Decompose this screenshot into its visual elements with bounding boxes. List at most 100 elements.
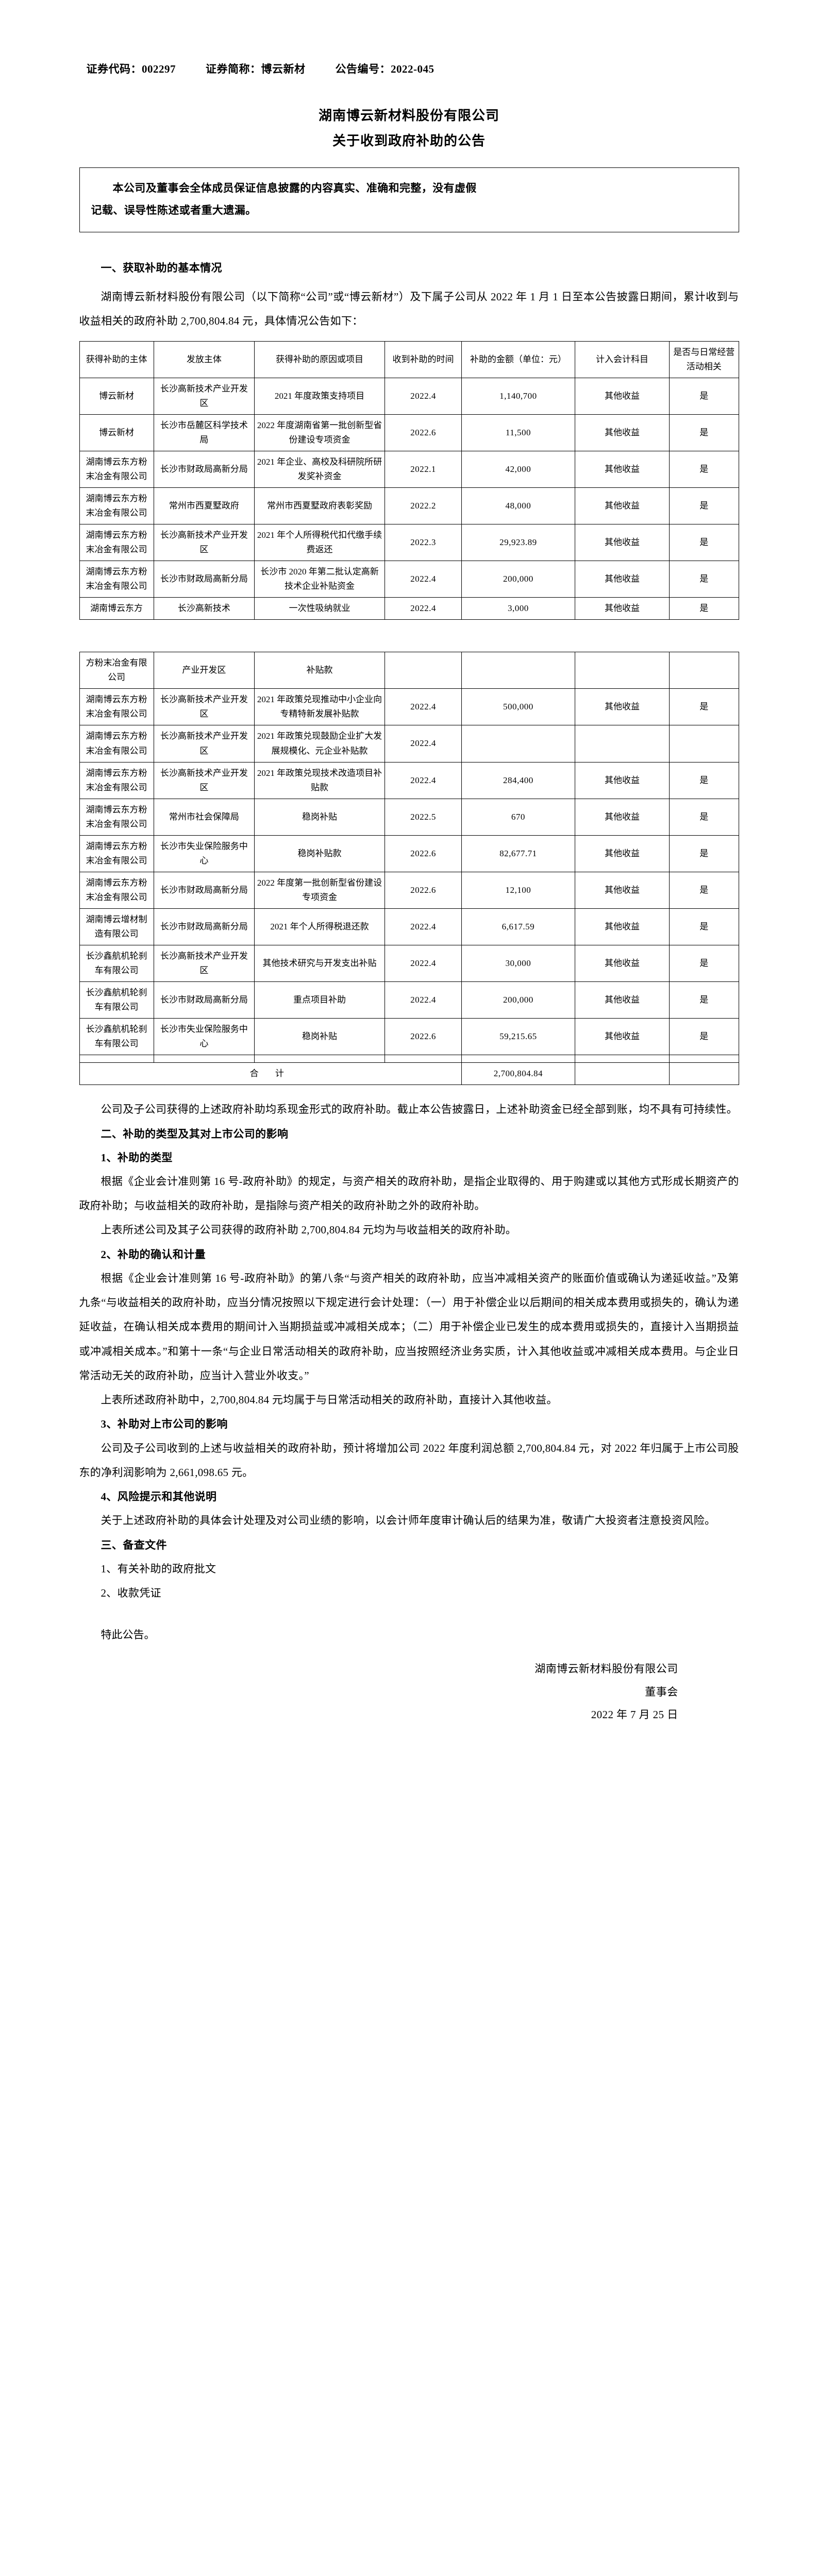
cell-related	[669, 652, 739, 689]
cell-amount: 500,000	[461, 688, 575, 726]
cell-reason: 稳岗补贴款	[254, 835, 385, 872]
section-2-sub-3-title: 3、补助对上市公司的影响	[101, 1418, 228, 1431]
cell-account: 其他收益	[574, 597, 670, 620]
cell-subject: 湖南博云东方粉末冶金有限公司	[79, 798, 154, 836]
cell-reason	[254, 1055, 385, 1063]
section-1-intro-paragraph: 湖南博云新材料股份有限公司（以下简称“公司”或“博云新材”）及下属子公司从 20…	[79, 291, 739, 328]
cell-related: 是	[669, 871, 739, 909]
cell-subject: 湖南博云东方粉末冶金有限公司	[79, 450, 154, 488]
cell-account: 其他收益	[574, 487, 670, 525]
cell-subject: 方粉末冶金有限公司	[79, 652, 154, 689]
cell-issuer: 长沙高新技术产业开发区	[153, 524, 255, 562]
cell-related	[669, 1055, 739, 1063]
cell-time: 2022.4	[384, 597, 462, 620]
cell-reason: 2021 年政策兑现技术改造项目补贴款	[254, 761, 385, 799]
cell-amount: 284,400	[461, 761, 575, 799]
cell-account: 其他收益	[574, 414, 670, 451]
cell-issuer: 长沙市财政局高新分局	[153, 561, 255, 598]
cell-account: 其他收益	[574, 761, 670, 799]
cell-issuer: 长沙市财政局高新分局	[153, 981, 255, 1019]
cell-subject: 湖南博云东方粉末冶金有限公司	[79, 761, 154, 799]
section-2-sub-3-para-1: 公司及子公司收到的上述与收益相关的政府补助，预计将增加公司 2022 年度利润总…	[79, 1442, 739, 1479]
cell-reason: 2021 年政策兑现鼓励企业扩大发展规模化、元企业补贴款	[254, 725, 385, 762]
cell-subject	[79, 1055, 154, 1063]
section-2-sub-2-para-1: 根据《企业会计准则第 16 号-政府补助》的第八条“与资产相关的政府补助，应当冲…	[79, 1272, 739, 1382]
cell-related	[669, 725, 739, 762]
cell-subject: 长沙鑫航机轮刹车有限公司	[79, 1018, 154, 1056]
title-line-subject: 关于收到政府补助的公告	[332, 133, 486, 149]
table-row: 湖南博云东方粉末冶金有限公司 常州市西夏墅政府 常州市西夏墅政府表彰奖励 202…	[79, 487, 739, 525]
cell-related: 是	[669, 487, 739, 525]
table-row: 湖南博云东方粉末冶金有限公司 长沙高新技术产业开发区 2021 年政策兑现技术改…	[79, 761, 739, 799]
col-reason: 获得补助的原因或项目	[254, 341, 385, 378]
col-amount: 补助的金额（单位：元）	[461, 341, 575, 378]
cell-time: 2022.4	[384, 561, 462, 598]
cell-issuer: 长沙高新技术产业开发区	[153, 725, 255, 762]
cell-time: 2022.6	[384, 871, 462, 909]
security-short-name: 证券简称：博云新材	[206, 63, 306, 75]
cell-account: 其他收益	[574, 835, 670, 872]
table-row: 湖南博云增材制造有限公司 长沙市财政局高新分局 2021 年个人所得税退还款 2…	[79, 908, 739, 946]
section-2-sub-1-para-2: 上表所述公司及其子公司获得的政府补助 2,700,804.84 元均为与收益相关…	[101, 1224, 517, 1236]
cell-related: 是	[669, 981, 739, 1019]
cell-subject: 湖南博云东方粉末冶金有限公司	[79, 835, 154, 872]
cell-account: 其他收益	[574, 871, 670, 909]
cell-reason: 2021 年政策兑现推动中小企业向专精特新发展补贴款	[254, 688, 385, 726]
cell-account: 其他收益	[574, 688, 670, 726]
page-title: 湖南博云新材料股份有限公司 关于收到政府补助的公告	[79, 103, 739, 154]
security-code: 证券代码：002297	[86, 63, 176, 75]
table-row: 长沙鑫航机轮刹车有限公司 长沙高新技术产业开发区 其他技术研究与开发支出补贴 2…	[79, 945, 739, 982]
cell-subject: 湖南博云东方	[79, 597, 154, 620]
cell-reason: 2021 年企业、高校及科研院所研发奖补资金	[254, 450, 385, 488]
cell-account: 其他收益	[574, 524, 670, 562]
cell-time: 2022.4	[384, 908, 462, 946]
col-time: 收到补助的时间	[384, 341, 462, 378]
table-header-row: 获得补助的主体 发放主体 获得补助的原因或项目 收到补助的时间 补助的金额（单位…	[79, 341, 739, 378]
total-label: 合 计	[79, 1062, 462, 1086]
cell-reason: 稳岗补贴	[254, 798, 385, 836]
cell-account: 其他收益	[574, 561, 670, 598]
cell-issuer: 长沙高新技术产业开发区	[153, 945, 255, 982]
table-row: 湖南博云东方粉末冶金有限公司 长沙高新技术产业开发区 2021 年政策兑现推动中…	[79, 688, 739, 726]
cell-account: 其他收益	[574, 908, 670, 946]
cell-time: 2022.6	[384, 1018, 462, 1056]
cell-subject: 长沙鑫航机轮刹车有限公司	[79, 981, 154, 1019]
cell-time: 2022.4	[384, 688, 462, 726]
section-2-sub-2-para-2: 上表所述政府补助中，2,700,804.84 元均属于与日常活动相关的政府补助，…	[101, 1394, 558, 1406]
section-3-heading: 三、备查文件	[101, 1538, 167, 1551]
cell-related: 是	[669, 414, 739, 451]
cell-time: 2022.6	[384, 835, 462, 872]
table-row	[79, 1055, 739, 1063]
table-row: 湖南博云东方粉末冶金有限公司 长沙市失业保险服务中心 稳岗补贴款 2022.6 …	[79, 835, 739, 872]
cell-time: 2022.6	[384, 414, 462, 451]
cell-amount	[461, 652, 575, 689]
cell-subject: 博云新材	[79, 414, 154, 451]
cell-reason: 一次性吸纳就业	[254, 597, 385, 620]
cell-reason: 2022 年度第一批创新型省份建设专项资金	[254, 871, 385, 909]
section-2-sub-4-title: 4、风险提示和其他说明	[101, 1490, 217, 1503]
cell-reason: 2022 年度湖南省第一批创新型省份建设专项资金	[254, 414, 385, 451]
cell-issuer: 长沙市财政局高新分局	[153, 871, 255, 909]
cell-reason: 其他技术研究与开发支出补贴	[254, 945, 385, 982]
cell-related: 是	[669, 908, 739, 946]
table-row: 湖南博云东方 长沙高新技术 一次性吸纳就业 2022.4 3,000 其他收益 …	[79, 597, 739, 620]
cell-time	[384, 1055, 462, 1063]
cell-amount: 42,000	[461, 450, 575, 488]
table-row: 湖南博云东方粉末冶金有限公司 长沙市财政局高新分局 2022 年度第一批创新型省…	[79, 871, 739, 909]
cell-time: 2022.4	[384, 945, 462, 982]
total-account-blank	[574, 1062, 670, 1086]
table-row: 方粉末冶金有限公司 产业开发区 补贴款	[79, 652, 739, 689]
cell-time: 2022.2	[384, 487, 462, 525]
cell-issuer: 长沙市失业保险服务中心	[153, 1018, 255, 1056]
section-2-sub-1-para-1: 根据《企业会计准则第 16 号-政府补助》的规定，与资产相关的政府补助，是指企业…	[79, 1175, 739, 1212]
disclaimer-line-2: 记载、误导性陈述或者重大遗漏。	[91, 204, 257, 216]
cell-account: 其他收益	[574, 450, 670, 488]
table-row: 湖南博云东方粉末冶金有限公司 长沙市财政局高新分局 长沙市 2020 年第二批认…	[79, 561, 739, 598]
cell-amount: 200,000	[461, 561, 575, 598]
cell-time: 2022.1	[384, 450, 462, 488]
disclaimer-box: 本公司及董事会全体成员保证信息披露的内容真实、准确和完整，没有虚假 记载、误导性…	[79, 167, 739, 232]
cell-subject: 湖南博云东方粉末冶金有限公司	[79, 688, 154, 726]
cell-related: 是	[669, 761, 739, 799]
cell-related: 是	[669, 561, 739, 598]
